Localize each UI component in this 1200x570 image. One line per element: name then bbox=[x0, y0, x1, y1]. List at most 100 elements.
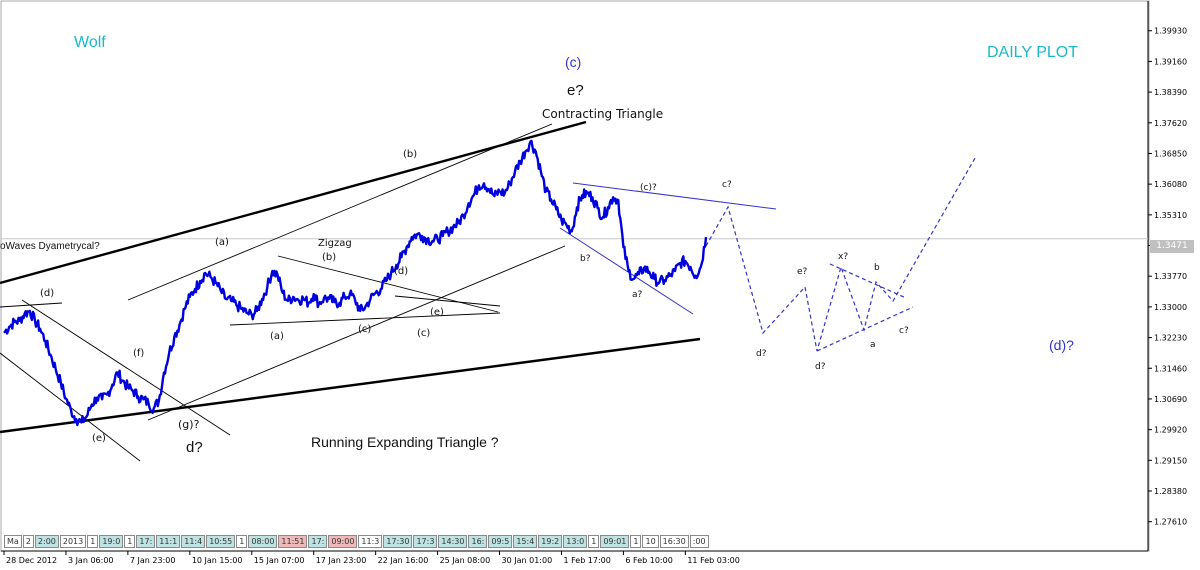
contracting-lower-line bbox=[229, 312, 501, 326]
projection-path bbox=[705, 157, 976, 352]
price-tick-label: 1.36850 bbox=[1154, 149, 1187, 158]
wave-labels: (d) (f) (e) (g)? (a) (b) (c) (d) (e) (a) (c) (b) Zig… bbox=[40, 107, 909, 444]
chart-title-right: DAILY PLOT bbox=[987, 44, 1078, 61]
zigzag-lower-line bbox=[147, 245, 566, 421]
ticker-cell: 11:3 bbox=[358, 535, 383, 548]
wave-projection bbox=[705, 157, 976, 352]
ticker-cell: 19:2 bbox=[538, 535, 563, 548]
projection-label-d: (d)? bbox=[1049, 337, 1074, 353]
ticker-cell: 16: bbox=[468, 535, 488, 548]
triangle-top-line bbox=[0, 302, 63, 308]
channel-lower-line bbox=[0, 337, 701, 434]
ticker-cell: 19:0 bbox=[99, 535, 124, 548]
ticker-cell: 1 bbox=[588, 535, 600, 548]
indicator-label: oWaves Dyametrycal? bbox=[0, 241, 100, 252]
ticker-cell: 1 bbox=[87, 535, 99, 548]
ticker-cell: 13:0 bbox=[563, 535, 588, 548]
projection-lower-line bbox=[816, 306, 914, 352]
price-tick-label: 1.32230 bbox=[1154, 334, 1187, 343]
price-tick-label: 1.30690 bbox=[1154, 395, 1187, 404]
ticker-cell: 14:30 bbox=[438, 535, 468, 548]
date-tick-label: 10 Jan 15:00 bbox=[192, 556, 243, 565]
plot-area bbox=[0, 0, 1150, 552]
date-tick-label: 30 Jan 01:00 bbox=[502, 556, 553, 565]
wave-label: (d) bbox=[40, 288, 54, 299]
ticker-cell: :00 bbox=[689, 535, 709, 548]
wave-label: Contracting Triangle bbox=[542, 107, 663, 121]
ticker-cell: 08:00 bbox=[248, 535, 278, 548]
date-tick-label: 17 Jan 23:00 bbox=[316, 556, 367, 565]
ticker-cell: 1 bbox=[630, 535, 642, 548]
price-tick-label: 1.31460 bbox=[1154, 364, 1187, 373]
price-tick-label: 1.29150 bbox=[1154, 456, 1187, 465]
wave-label: (f) bbox=[133, 348, 144, 359]
triangle-right-line bbox=[21, 299, 231, 436]
date-tick-label: 11 Feb 03:00 bbox=[687, 556, 739, 565]
wave-trendlines bbox=[0, 120, 777, 462]
wave-label: c? bbox=[722, 180, 732, 190]
price-series bbox=[3, 139, 708, 427]
contracting-inner-line bbox=[394, 295, 501, 307]
wave-label: c? bbox=[899, 326, 909, 336]
ticker-cell: 09:01 bbox=[600, 535, 630, 548]
date-tick-label: 25 Jan 08:00 bbox=[440, 556, 491, 565]
ticker-cell: 09:00 bbox=[328, 535, 358, 548]
date-tick-labels: 28 Dec 2012 3 Jan 06:00 7 Jan 23:00 10 Jan … bbox=[3, 551, 740, 565]
wave-label: (g)? bbox=[178, 418, 200, 431]
chart-title-left: Wolf bbox=[74, 34, 106, 51]
ticker-cell: 17: bbox=[136, 535, 156, 548]
ticker-cell: 16:30 bbox=[659, 535, 689, 548]
price-tick-label: 1.33000 bbox=[1154, 303, 1187, 312]
wave-label: Zigzag bbox=[318, 238, 352, 249]
event-ticker-strip: Ma 2 2:00 2013 1 19:0 1 17: 11:1 11:4 10:55 1 08:00 1… bbox=[4, 535, 710, 548]
price-tick-label: 1.39930 bbox=[1154, 27, 1187, 36]
ticker-cell: 11:1 bbox=[156, 535, 181, 548]
wave-label: e? bbox=[797, 267, 808, 277]
ticker-cell: 17: bbox=[308, 535, 328, 548]
price-tick-label: 1.27610 bbox=[1154, 518, 1187, 527]
projection-label-c: (c) bbox=[565, 54, 582, 70]
price-tick-label: 1.29920 bbox=[1154, 426, 1187, 435]
ticker-cell: 17:30 bbox=[383, 535, 413, 548]
ticker-cells: 2 2:00 2013 1 19:0 1 17: 11:1 11:4 10:55 1 08:00 11:… bbox=[22, 535, 710, 548]
wave-label: (e) bbox=[430, 307, 444, 318]
ticker-cell: 09:5 bbox=[488, 535, 513, 548]
ticker-cell: 17:3 bbox=[413, 535, 438, 548]
ticker-cell: 15:4 bbox=[513, 535, 538, 548]
wave-label: x? bbox=[838, 252, 848, 262]
date-tick-label: 3 Jan 06:00 bbox=[68, 556, 114, 565]
ticker-cell: 2013 bbox=[59, 535, 87, 548]
wave-label: a bbox=[870, 340, 876, 350]
ticker-cell: 2:00 bbox=[34, 535, 59, 548]
price-tick-label: 1.37620 bbox=[1154, 119, 1187, 128]
price-tick-labels: 1.39930 1.39160 1.38390 1.37620 1.36850 1.360… bbox=[1148, 27, 1187, 527]
ticker-cell: 2 bbox=[22, 535, 34, 548]
price-tick-label: 1.38390 bbox=[1154, 88, 1187, 97]
ticker-cell: 1 bbox=[236, 535, 248, 548]
ticker-cell: 11:4 bbox=[181, 535, 206, 548]
channel-upper-line bbox=[0, 120, 587, 285]
wave-label: (c) bbox=[358, 324, 371, 335]
wave-label: (c)? bbox=[640, 183, 657, 193]
date-tick-label: 22 Jan 16:00 bbox=[378, 556, 429, 565]
date-tick-label: 15 Jan 07:00 bbox=[254, 556, 305, 565]
wave-label: (c) bbox=[417, 328, 430, 339]
date-tick-label: 28 Dec 2012 bbox=[6, 556, 57, 565]
date-tick-label: 1 Feb 17:00 bbox=[563, 556, 610, 565]
wave-label: d? bbox=[815, 362, 826, 372]
price-tick-label: 1.39160 bbox=[1154, 57, 1187, 66]
wave-label: (b) bbox=[322, 252, 336, 263]
current-price-tag: 1.3471 bbox=[1150, 240, 1194, 253]
ticker-cell: 1 bbox=[124, 535, 136, 548]
wave-label: a? bbox=[632, 290, 643, 300]
price-tick-label: 1.36080 bbox=[1154, 180, 1187, 189]
price-line bbox=[3, 139, 708, 427]
wave-label: (b) bbox=[403, 149, 417, 160]
wave-label-e: e? bbox=[567, 82, 584, 99]
date-tick-label: 7 Jan 23:00 bbox=[130, 556, 176, 565]
pattern-caption: Running Expanding Triangle ? bbox=[311, 434, 499, 450]
wave-label-d: d? bbox=[186, 439, 203, 456]
ticker-cell: 11:51 bbox=[278, 535, 308, 548]
wedge-upper-line bbox=[572, 182, 777, 210]
